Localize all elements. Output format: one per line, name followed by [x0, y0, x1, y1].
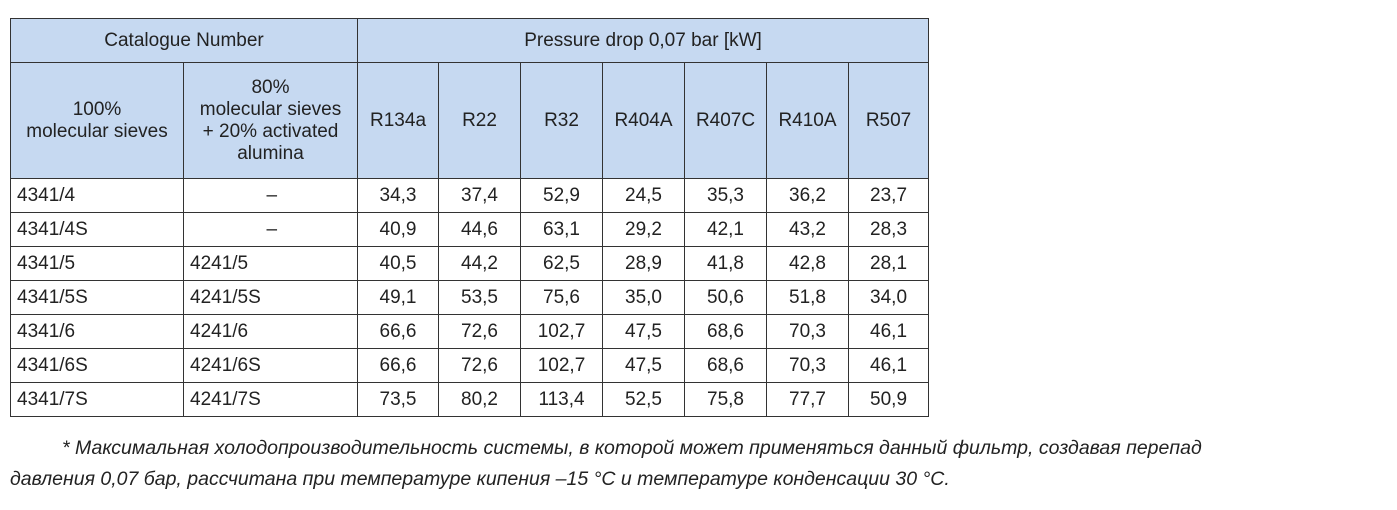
table-cell: 70,3	[766, 314, 850, 349]
table-cell: 70,3	[766, 348, 850, 383]
table-cell: 28,9	[602, 246, 686, 281]
table-cell: 49,1	[357, 280, 440, 315]
table-cell: 63,1	[520, 212, 604, 247]
table-cell: 68,6	[684, 348, 768, 383]
table-cell: 72,6	[438, 314, 522, 349]
table-row: 4341/5 4241/5 40,5 44,2 62,5 28,9 41,8 42,8 28,1	[10, 246, 930, 281]
table-cell: 24,5	[602, 178, 686, 213]
table-cell: 40,5	[357, 246, 440, 281]
table-cell: 77,7	[766, 382, 850, 417]
table-cell: 51,8	[766, 280, 850, 315]
table-cell: 72,6	[438, 348, 522, 383]
table-row: 4341/7S 4241/7S 73,5 80,2 113,4 52,5 75,8 77,7 5…	[10, 382, 930, 417]
table-cell: 46,1	[848, 314, 930, 349]
table-row: 4341/6 4241/6 66,6 72,6 102,7 47,5 68,6 70,3 46,…	[10, 314, 930, 349]
table-cell: 4341/5	[10, 246, 184, 281]
footnote: * Максимальная холодопроизводительность …	[10, 433, 1202, 495]
table-cell: 43,2	[766, 212, 850, 247]
table-cell: 75,8	[684, 382, 768, 417]
table-cell: 4341/5S	[10, 280, 184, 315]
column-header: R404A	[602, 62, 686, 179]
column-header: 80% molecular sieves + 20% activated alu…	[182, 62, 359, 179]
table-cell: 53,5	[438, 280, 522, 315]
table-cell: 52,5	[602, 382, 686, 417]
table-cell: 4241/5S	[182, 280, 359, 315]
table-cell: 41,8	[684, 246, 768, 281]
table-cell: –	[182, 178, 359, 213]
column-header: R407C	[684, 62, 768, 179]
footnote-line: давления 0,07 бар, рассчитана при темпер…	[10, 468, 950, 490]
table-cell: 66,6	[357, 348, 440, 383]
table-cell: 28,1	[848, 246, 930, 281]
table-cell: 23,7	[848, 178, 930, 213]
table-cell: 35,3	[684, 178, 768, 213]
table-cell: 66,6	[357, 314, 440, 349]
column-header: R507	[848, 62, 930, 179]
table-cell: 34,0	[848, 280, 930, 315]
table-cell: 62,5	[520, 246, 604, 281]
table-cell: 4241/6	[182, 314, 359, 349]
table-cell: 44,2	[438, 246, 522, 281]
table-cell: 50,6	[684, 280, 768, 315]
table-cell: 4241/5	[182, 246, 359, 281]
table-row: 4341/4S –40,9 44,6 63,1 29,2 42,1 43,2 28,3	[10, 212, 930, 247]
footnote-line: * Максимальная холодопроизводительность …	[62, 437, 1202, 459]
table-cell: 4241/6S	[182, 348, 359, 383]
column-header: 100% molecular sieves	[10, 62, 184, 179]
column-header: R32	[520, 62, 604, 179]
table-cell: 4341/6	[10, 314, 184, 349]
table-cell: 52,9	[520, 178, 604, 213]
table-cell: 68,6	[684, 314, 768, 349]
table-cell: 4341/4S	[10, 212, 184, 247]
table-cell: 47,5	[602, 314, 686, 349]
table-row: 4341/6S 4241/6S 66,6 72,6 102,7 47,5 68,6 70,3 4…	[10, 348, 930, 383]
table-cell: 40,9	[357, 212, 440, 247]
table-cell: 102,7	[520, 314, 604, 349]
table-cell: 4241/7S	[182, 382, 359, 417]
table-cell: 102,7	[520, 348, 604, 383]
table-row: 4341/4–34,3 37,4 52,9 24,5 35,3 36,2 23,7	[10, 178, 930, 213]
group-header: Catalogue Number	[9, 18, 359, 63]
group-header: Pressure drop 0,07 bar [kW]	[357, 18, 930, 63]
table-cell: 4341/7S	[10, 382, 184, 417]
column-header: R22	[438, 62, 522, 179]
table-cell: 73,5	[357, 382, 440, 417]
table-cell: 113,4	[520, 382, 604, 417]
table-cell: –	[182, 212, 359, 247]
table-cell: 35,0	[602, 280, 686, 315]
table-cell: 47,5	[602, 348, 686, 383]
table-cell: 44,6	[438, 212, 522, 247]
table-cell: 4341/4	[10, 178, 184, 213]
table-cell: 80,2	[438, 382, 522, 417]
table-cell: 36,2	[766, 178, 850, 213]
table-cell: 37,4	[438, 178, 522, 213]
table-cell: 4341/6S	[10, 348, 184, 383]
table-cell: 42,8	[766, 246, 850, 281]
column-header: R410A	[766, 62, 850, 179]
data-table: Catalogue Number Pressure drop 0,07 bar […	[9, 18, 930, 417]
table-cell: 50,9	[848, 382, 930, 417]
table-cell: 28,3	[848, 212, 930, 247]
column-header: R134a	[357, 62, 440, 179]
table-cell: 29,2	[602, 212, 686, 247]
table-row: 4341/5S 4241/5S 49,1 53,5 75,6 35,0 50,6 51,8 34…	[10, 280, 930, 315]
table-cell: 34,3	[357, 178, 440, 213]
table-cell: 46,1	[848, 348, 930, 383]
table-cell: 75,6	[520, 280, 604, 315]
table-cell: 42,1	[684, 212, 768, 247]
